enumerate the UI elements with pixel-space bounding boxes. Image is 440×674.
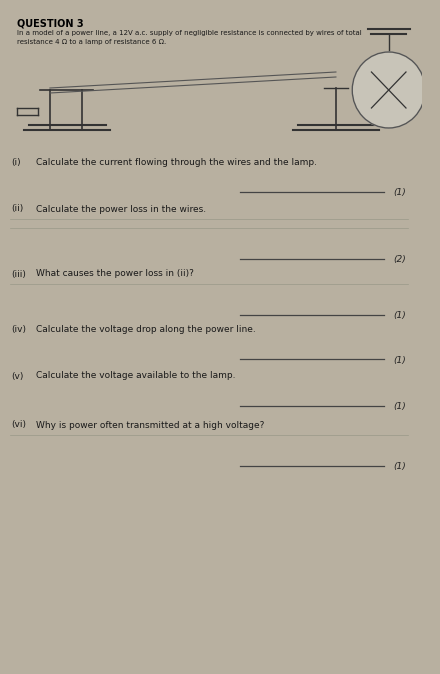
Text: (vi): (vi) bbox=[11, 421, 26, 429]
Text: What causes the power loss in (ii)?: What causes the power loss in (ii)? bbox=[37, 270, 194, 278]
Text: QUESTION 3: QUESTION 3 bbox=[17, 18, 84, 28]
Text: resistance 4 Ω to a lamp of resistance 6 Ω.: resistance 4 Ω to a lamp of resistance 6… bbox=[17, 39, 166, 45]
Text: (1): (1) bbox=[393, 311, 406, 320]
Text: Why is power often transmitted at a high voltage?: Why is power often transmitted at a high… bbox=[37, 421, 265, 429]
Text: (1): (1) bbox=[393, 355, 406, 365]
Text: Calculate the voltage available to the lamp.: Calculate the voltage available to the l… bbox=[37, 371, 236, 381]
Text: (ii): (ii) bbox=[11, 204, 24, 214]
Text: Calculate the current flowing through the wires and the lamp.: Calculate the current flowing through th… bbox=[37, 158, 318, 167]
Text: (v): (v) bbox=[11, 371, 24, 381]
Text: (iv): (iv) bbox=[11, 325, 26, 334]
Text: (iii): (iii) bbox=[11, 270, 26, 278]
Text: In a model of a power line, a 12V a.c. supply of negligible resistance is connec: In a model of a power line, a 12V a.c. s… bbox=[17, 30, 362, 36]
Text: Calculate the power loss in the wires.: Calculate the power loss in the wires. bbox=[37, 204, 207, 214]
Text: (1): (1) bbox=[393, 462, 406, 471]
Text: (1): (1) bbox=[393, 402, 406, 411]
Circle shape bbox=[352, 52, 425, 128]
Text: Calculate the voltage drop along the power line.: Calculate the voltage drop along the pow… bbox=[37, 325, 256, 334]
Text: (1): (1) bbox=[393, 189, 406, 197]
Text: (i): (i) bbox=[11, 158, 21, 167]
Text: (2): (2) bbox=[393, 255, 406, 264]
